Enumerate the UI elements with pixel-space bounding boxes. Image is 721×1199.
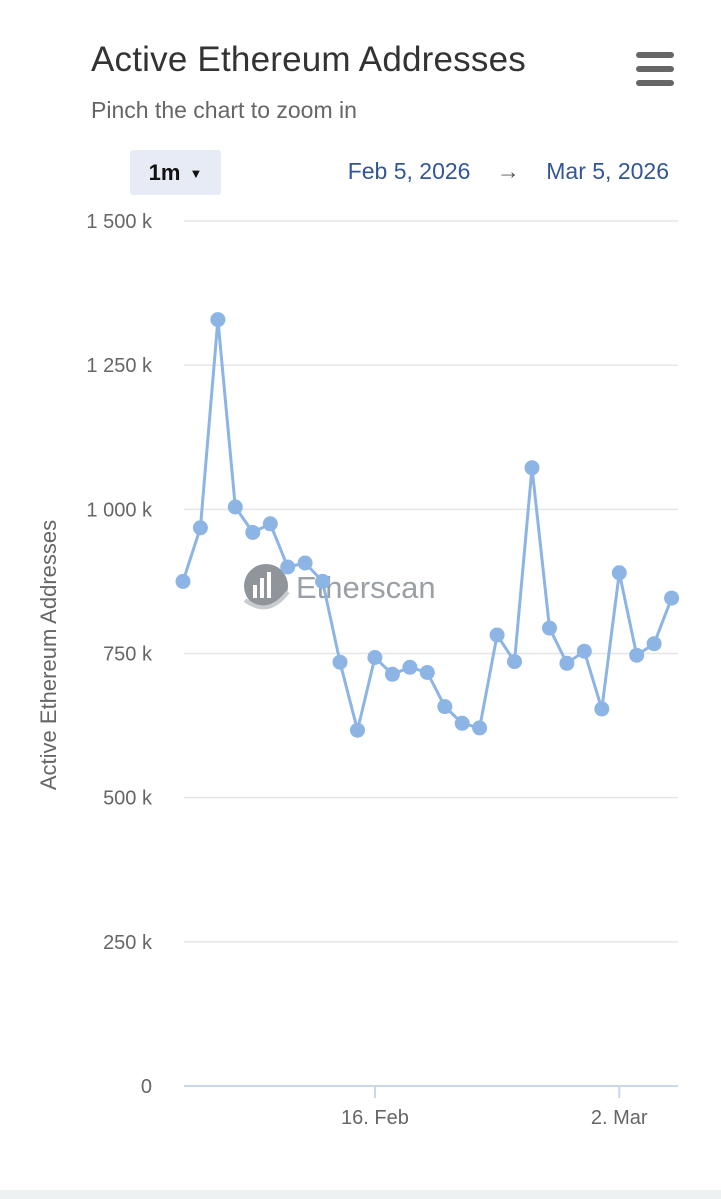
y-tick-label: 1 000 k bbox=[86, 499, 153, 521]
x-tick-label: 2. Mar bbox=[591, 1107, 648, 1129]
data-point[interactable] bbox=[437, 699, 453, 715]
etherscan-watermark: Etherscan bbox=[243, 564, 436, 610]
data-point[interactable] bbox=[227, 499, 243, 515]
axes bbox=[184, 1085, 678, 1098]
data-point[interactable] bbox=[350, 722, 365, 738]
data-point[interactable] bbox=[489, 627, 505, 643]
data-point[interactable] bbox=[297, 555, 313, 571]
chart-subtitle: Pinch the chart to zoom in bbox=[91, 97, 357, 123]
menu-bar-middle bbox=[636, 66, 674, 72]
data-point[interactable] bbox=[210, 312, 226, 328]
axis-labels: 0 250 k 500 k 750 k 1 000 k 1 250 k 1 500 k 16.… bbox=[36, 211, 648, 1129]
data-point[interactable] bbox=[384, 666, 400, 682]
x-tick-label: 16. Feb bbox=[341, 1107, 409, 1129]
date-range: Feb 5, 2026 → Mar 5, 2026 bbox=[348, 158, 669, 185]
date-to[interactable]: Mar 5, 2026 bbox=[546, 158, 669, 184]
y-tick-label: 500 k bbox=[103, 788, 153, 810]
range-selector-label: 1m bbox=[148, 159, 181, 185]
arrow-right-icon: → bbox=[496, 158, 520, 184]
y-axis-title: Active Ethereum Addresses bbox=[36, 520, 61, 790]
data-point[interactable] bbox=[472, 720, 488, 736]
caret-down-icon: ▼ bbox=[189, 166, 203, 181]
data-point[interactable] bbox=[646, 636, 662, 652]
data-point[interactable] bbox=[629, 647, 645, 663]
y-tick-label: 750 k bbox=[103, 644, 153, 666]
data-point[interactable] bbox=[594, 701, 610, 717]
bottom-divider bbox=[0, 1190, 721, 1199]
y-tick-label: 0 bbox=[141, 1076, 152, 1098]
data-point[interactable] bbox=[175, 573, 191, 589]
data-point[interactable] bbox=[507, 654, 522, 670]
data-point[interactable] bbox=[576, 643, 592, 659]
data-point[interactable] bbox=[367, 650, 383, 665]
data-point[interactable] bbox=[524, 460, 540, 476]
data-point[interactable] bbox=[559, 655, 575, 671]
y-tick-label: 1 250 k bbox=[86, 355, 153, 377]
y-tick-label: 250 k bbox=[103, 932, 153, 954]
data-point[interactable] bbox=[245, 524, 261, 540]
grid-lines bbox=[184, 220, 678, 943]
date-from[interactable]: Feb 5, 2026 bbox=[347, 158, 471, 184]
data-point[interactable] bbox=[315, 573, 331, 589]
data-point[interactable] bbox=[419, 665, 435, 680]
data-point[interactable] bbox=[280, 559, 296, 575]
data-point[interactable] bbox=[664, 590, 680, 606]
data-point[interactable] bbox=[542, 620, 557, 636]
range-selector-button[interactable]: 1m ▼ bbox=[130, 150, 221, 195]
menu-bar-bottom bbox=[636, 80, 674, 86]
hamburger-menu-icon[interactable] bbox=[636, 52, 674, 86]
series-layer bbox=[175, 312, 680, 738]
data-point[interactable] bbox=[611, 565, 627, 581]
etherscan-logo-icon bbox=[243, 564, 290, 610]
data-point[interactable] bbox=[262, 516, 278, 532]
data-point[interactable] bbox=[192, 520, 208, 536]
data-point[interactable] bbox=[454, 715, 470, 731]
chart-title: Active Ethereum Addresses bbox=[91, 40, 526, 79]
data-point[interactable] bbox=[332, 654, 348, 670]
y-tick-label: 1 500 k bbox=[86, 211, 153, 233]
menu-bar-top bbox=[636, 52, 674, 58]
data-point[interactable] bbox=[402, 659, 418, 675]
